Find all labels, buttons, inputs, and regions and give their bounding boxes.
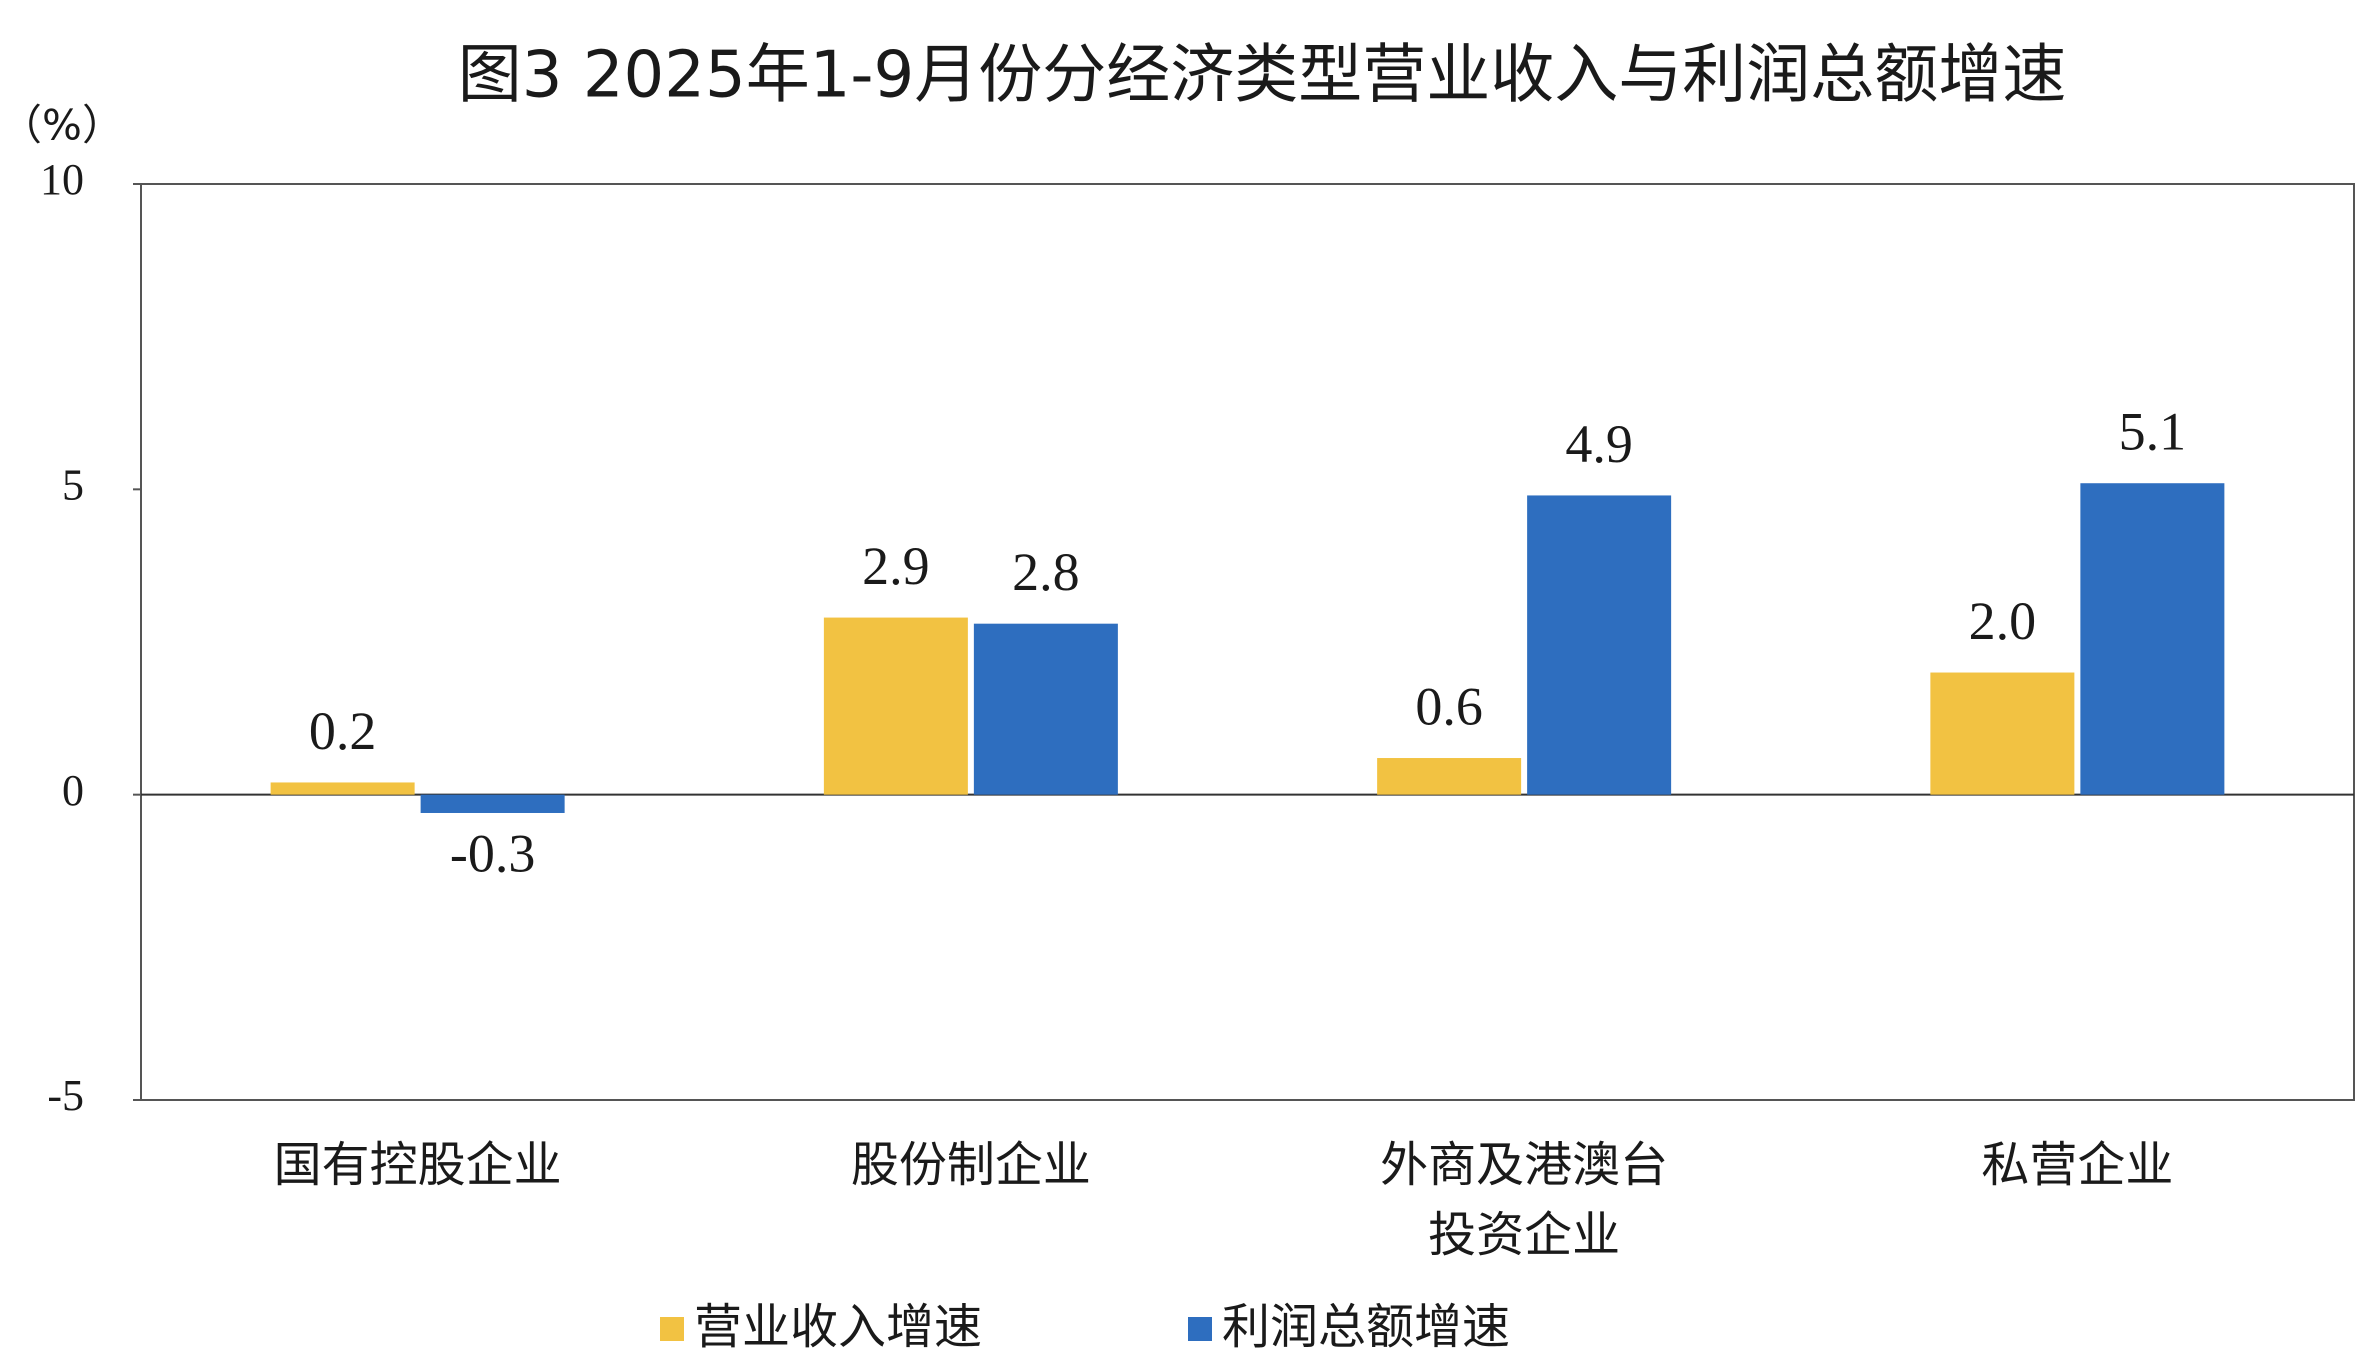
bar	[973, 623, 1118, 795]
data-label: 2.8	[1012, 542, 1080, 602]
y-tick-label: 0	[62, 766, 84, 815]
data-label: 0.6	[1415, 676, 1483, 736]
bar	[270, 782, 415, 795]
y-tick-label: 10	[40, 155, 84, 204]
data-label: 4.9	[1565, 414, 1633, 474]
x-tick-label: 国有控股企业	[274, 1137, 562, 1193]
chart-title: 图3 2025年1-9月份分经济类型营业收入与利润总额增速	[458, 39, 2066, 113]
bar	[420, 794, 565, 813]
data-label: -0.3	[450, 823, 535, 883]
x-tick-label: 股份制企业	[851, 1137, 1091, 1193]
data-label: 0.2	[309, 701, 377, 761]
bar	[823, 617, 968, 795]
legend-label: 营业收入增速	[694, 1299, 982, 1355]
bar	[1377, 758, 1522, 795]
data-label: 2.0	[1969, 591, 2037, 651]
x-tick-label: 私营企业	[1981, 1137, 2173, 1193]
bar	[2080, 483, 2225, 795]
plot-frame	[140, 183, 2355, 1101]
y-tick-label: 5	[62, 460, 84, 509]
bar	[1527, 495, 1672, 795]
y-axis-unit: （%）	[0, 101, 124, 150]
x-tick-label: 外商及港澳台投资企业	[1380, 1137, 1668, 1263]
legend-swatch	[1188, 1317, 1212, 1341]
legend-label: 利润总额增速	[1222, 1299, 1510, 1355]
y-tick-label: -5	[47, 1071, 84, 1120]
data-label: 5.1	[2119, 402, 2187, 462]
legend-swatch	[660, 1317, 684, 1341]
data-label: 2.9	[862, 536, 930, 596]
bar	[1930, 672, 2075, 795]
